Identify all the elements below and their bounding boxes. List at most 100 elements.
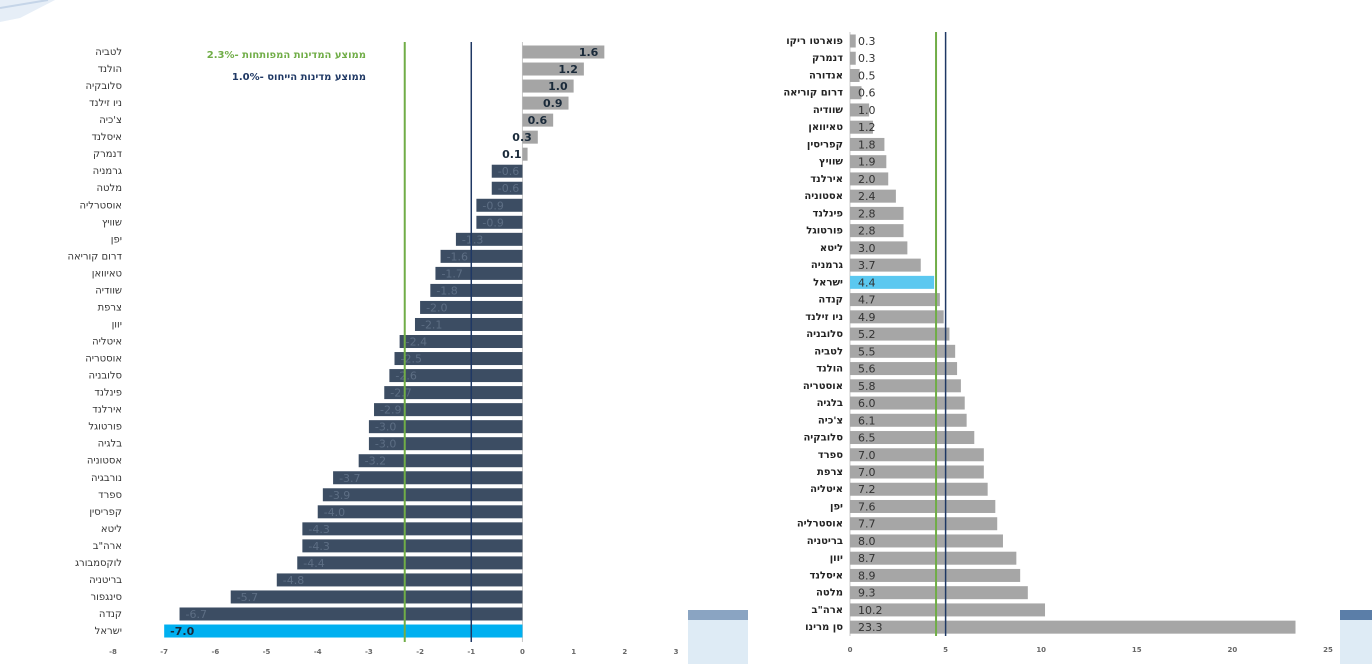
value-label: -1.6 — [447, 250, 468, 263]
bar — [302, 522, 523, 536]
category-label: צ'כיה — [818, 415, 843, 426]
x-tick-label: 20 — [1228, 646, 1238, 654]
value-label: -3.7 — [339, 472, 360, 485]
category-label: אוסטריה — [85, 354, 122, 365]
value-label: -2.6 — [395, 370, 416, 383]
bar — [850, 517, 998, 531]
bar — [850, 465, 984, 479]
value-label: 1.0 — [858, 104, 876, 117]
value-label: 1.8 — [858, 138, 876, 151]
category-label: לטביה — [814, 346, 843, 357]
bar — [522, 96, 569, 110]
bar — [368, 437, 523, 451]
value-label: -4.8 — [283, 574, 304, 587]
bar — [850, 327, 950, 341]
category-label: פוארטו ריקו — [786, 36, 843, 47]
bar — [850, 86, 862, 100]
category-label: בלגיה — [98, 439, 123, 450]
bar — [476, 198, 523, 212]
value-label: -3.2 — [365, 455, 386, 468]
bar — [522, 113, 554, 127]
category-label: טאיוואן — [808, 122, 843, 133]
value-label: -4.4 — [303, 557, 324, 570]
bar — [522, 147, 528, 161]
bar — [850, 137, 885, 151]
category-label: שוודיה — [95, 285, 122, 296]
x-tick-label: 0 — [848, 646, 853, 654]
category-label: אוסטרליה — [797, 519, 843, 530]
value-label: -0.6 — [498, 182, 519, 195]
bar — [317, 505, 523, 519]
value-label: 0.3 — [858, 52, 876, 65]
category-label: דרום קוריאה — [67, 251, 122, 262]
category-label: לטביה — [95, 47, 122, 58]
value-label: -4.3 — [308, 540, 329, 553]
x-tick-label: 25 — [1323, 646, 1333, 654]
category-label: אנדורה — [809, 70, 843, 81]
category-label: שוויץ — [102, 217, 122, 228]
value-label: 0.1 — [502, 148, 522, 161]
value-label: 0.6 — [858, 87, 876, 100]
category-label: גרמניה — [811, 260, 844, 271]
bar — [850, 68, 860, 82]
value-label: 7.2 — [858, 483, 876, 496]
category-label: אירלנד — [92, 405, 122, 416]
value-label: 8.9 — [858, 569, 876, 582]
category-label: צרפת — [817, 467, 843, 478]
bar — [230, 590, 523, 604]
category-label: דנמרק — [93, 149, 123, 160]
x-tick-label: -5 — [263, 648, 271, 656]
value-label: 8.7 — [858, 552, 876, 565]
value-label: -4.3 — [308, 523, 329, 536]
category-label: איטליה — [810, 484, 843, 495]
value-label: -7.0 — [170, 625, 194, 638]
x-tick-label: 2 — [622, 648, 627, 656]
category-label: קפריסין — [89, 507, 122, 518]
category-label: יפן — [830, 501, 843, 512]
x-tick-label: 5 — [943, 646, 948, 654]
value-label: 5.8 — [858, 380, 876, 393]
bar — [399, 335, 523, 349]
bar — [850, 224, 904, 238]
category-label: פינלנד — [812, 208, 843, 219]
bar — [368, 420, 523, 434]
category-label: סלובניה — [89, 371, 122, 382]
category-label: ליטא — [101, 524, 122, 535]
value-label: -0.6 — [498, 165, 519, 178]
category-label: גרמניה — [93, 166, 122, 177]
category-label: קפריסין — [807, 139, 843, 150]
bar — [374, 403, 523, 417]
bar — [164, 624, 523, 638]
value-label: 0.3 — [512, 131, 532, 144]
value-label: 2.0 — [858, 173, 876, 186]
bar — [850, 603, 1046, 617]
x-tick-label: 10 — [1036, 646, 1046, 654]
value-label: -1.8 — [436, 284, 457, 297]
category-label: יוון — [830, 553, 843, 564]
bar — [850, 586, 1028, 600]
value-label: 4.9 — [858, 311, 876, 324]
value-label: 23.3 — [858, 621, 883, 634]
bar — [850, 293, 940, 307]
bar — [384, 386, 523, 400]
bar — [297, 556, 523, 570]
category-label: מלטה — [97, 183, 123, 194]
category-label: סן מרינו — [805, 622, 843, 633]
bar — [850, 310, 944, 324]
value-label: 6.0 — [858, 397, 876, 410]
bar — [850, 241, 908, 255]
value-label: -5.7 — [237, 591, 258, 604]
x-tick-label: 15 — [1132, 646, 1142, 654]
value-label: 10.2 — [858, 604, 883, 617]
bar — [430, 283, 523, 297]
bar — [522, 79, 574, 93]
bar — [522, 45, 605, 59]
bar — [322, 488, 523, 502]
bar — [455, 232, 523, 246]
value-label: 6.1 — [858, 414, 876, 427]
category-label: הולנד — [816, 364, 843, 375]
value-label: 1.0 — [548, 80, 568, 93]
category-label: ספרד — [818, 450, 843, 461]
category-label: ניו זילנד — [89, 98, 122, 109]
